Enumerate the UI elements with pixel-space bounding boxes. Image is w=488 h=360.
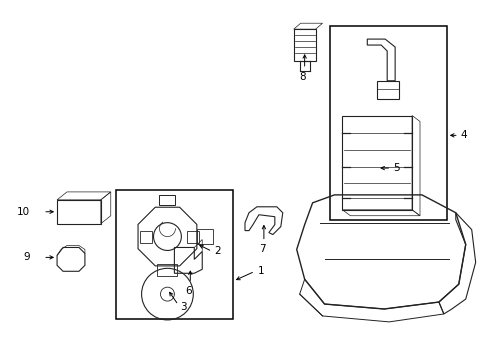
Text: 7: 7 [258,244,265,255]
Text: 3: 3 [180,302,186,312]
Text: 6: 6 [185,286,192,296]
Text: 1: 1 [257,266,264,276]
Text: 8: 8 [299,72,305,82]
Bar [329,26,446,220]
Text: 5: 5 [392,163,399,173]
Text: 2: 2 [214,247,221,256]
Text: 10: 10 [17,207,30,217]
Text: 9: 9 [23,252,30,262]
Bar [116,190,233,319]
Bar [342,116,411,210]
Text: 4: 4 [460,130,467,140]
